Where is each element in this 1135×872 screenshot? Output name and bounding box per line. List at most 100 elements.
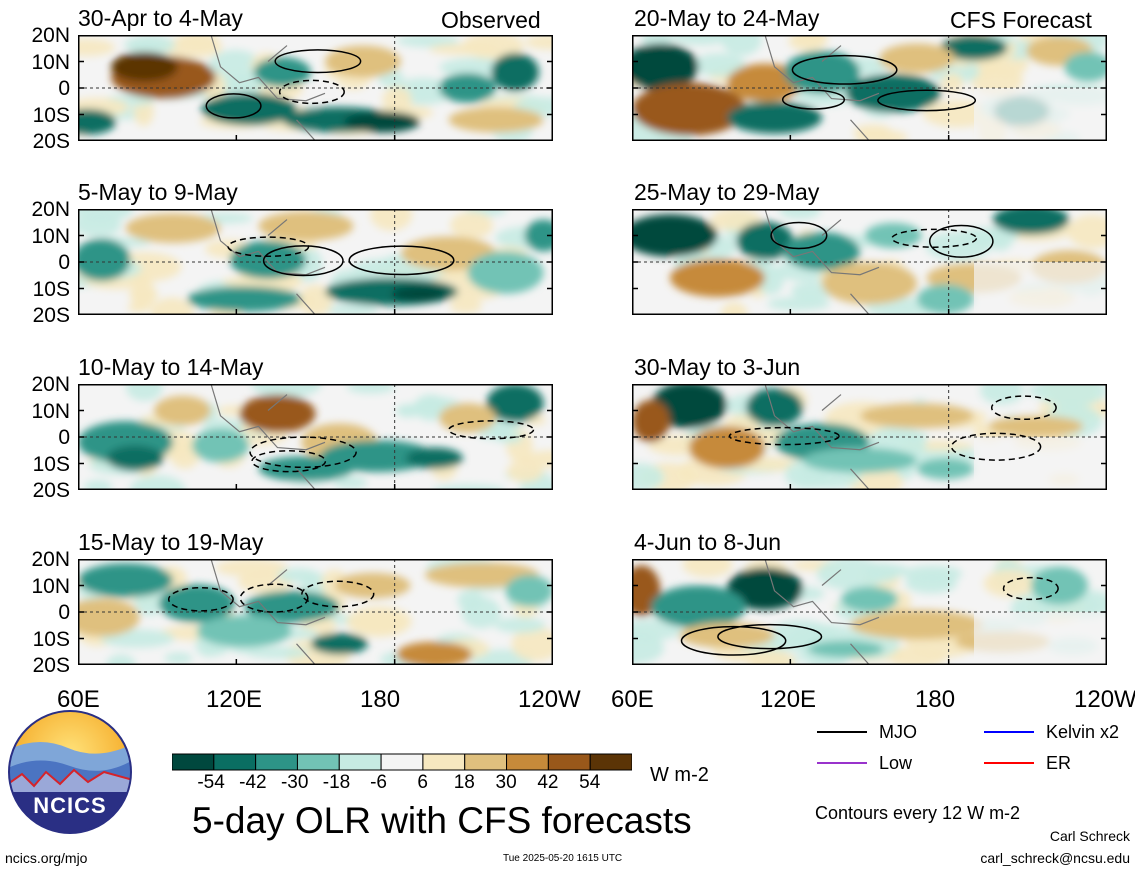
x-tick-180-left: 180 [360, 686, 401, 713]
mjo-contour [227, 236, 310, 258]
y-tick-label: 20S [32, 654, 70, 677]
olr-anomaly-patch [632, 82, 746, 136]
mjo-contour [167, 586, 234, 612]
colorbar-segment [213, 753, 257, 771]
forecast-mask [974, 612, 1107, 665]
olr-anomaly-patch [150, 297, 194, 315]
olr-anomaly-patch [1035, 384, 1107, 407]
mjo-contour [680, 625, 787, 656]
olr-anomaly-patch [841, 586, 898, 612]
olr-anomaly-patch [632, 214, 718, 257]
olr-anomaly-patch [651, 585, 746, 628]
x-tick-120w-left: 120W [518, 686, 581, 713]
olr-anomaly-patch [879, 43, 955, 74]
olr-map-panel [632, 559, 1107, 665]
olr-anomaly-patch [491, 53, 539, 92]
olr-anomaly-patch [192, 428, 249, 463]
y-tick-label: 10S [32, 103, 70, 127]
mjo-contour [262, 245, 344, 277]
forecast-mask [974, 88, 1107, 141]
olr-anomaly-patch [853, 124, 892, 139]
mjo-contour [348, 245, 455, 276]
panel-title: 5-May to 9-May [78, 179, 238, 205]
mjo-contour [717, 623, 823, 650]
y-tick-label: 10N [31, 574, 70, 598]
x-tick-60e-right: 60E [611, 686, 654, 713]
olr-anomaly-patch [78, 109, 116, 135]
y-tick-label: 10S [32, 452, 70, 476]
panel-title: 25-May to 29-May [634, 179, 820, 205]
y-tick-label: 10S [32, 627, 70, 651]
colorbar-segment [380, 753, 424, 771]
mjo-contour [1002, 576, 1059, 601]
y-tick-label: 0 [58, 601, 70, 624]
olr-anomaly-patch [807, 640, 884, 658]
source-url: ncics.org/mjo [5, 850, 88, 866]
y-tick-label: 20N [31, 24, 70, 47]
colorbar-segment [338, 753, 382, 771]
mjo-contour [990, 395, 1057, 421]
olr-anomaly-patch [860, 403, 974, 429]
panel-title: 15-May to 19-May [78, 529, 264, 555]
olr-anomaly-patch [784, 232, 860, 271]
mjo-contour [205, 93, 262, 119]
mjo-contour [770, 221, 828, 250]
olr-anomaly-patch [448, 107, 544, 133]
panel-title: 30-May to 3-Jun [634, 354, 801, 380]
olr-anomaly-patch [524, 219, 553, 252]
olr-anomaly-patch [125, 213, 221, 243]
units-label: W m-2 [650, 764, 709, 786]
olr-anomaly-patch [370, 209, 413, 231]
contour-note: Contours every 12 W m-2 [815, 803, 1021, 823]
olr-anomaly-patch [253, 57, 311, 87]
olr-anomaly-patch [78, 598, 140, 637]
olr-anomaly-patch [461, 596, 501, 629]
olr-anomaly-patch [822, 262, 917, 305]
mjo-contour [301, 580, 375, 608]
legend-kelvin: Kelvin x2 [1046, 722, 1120, 742]
olr-anomaly-patch [450, 211, 493, 239]
olr-anomaly-patch [525, 35, 553, 50]
olr-anomaly-patch [803, 447, 917, 473]
colorbar-segment [296, 753, 340, 771]
olr-anomaly-patch [710, 209, 761, 231]
olr-anomaly-patch [333, 476, 368, 489]
olr-anomaly-patch [467, 251, 544, 294]
olr-anomaly-patch [439, 73, 496, 103]
y-tick-label: 20S [32, 304, 70, 327]
author: Carl Schreck [1049, 828, 1130, 844]
olr-anomaly-patch [245, 646, 309, 659]
y-tick-label: 20N [31, 373, 70, 396]
olr-anomaly-patch [816, 559, 885, 591]
colorbar-tick-label: -54 [197, 772, 225, 793]
olr-anomaly-patch [850, 609, 984, 640]
colorbar-tick-label: 30 [495, 772, 517, 793]
olr-anomaly-patch [125, 35, 176, 55]
colorbar-tick-label: 54 [579, 772, 601, 793]
olr-anomaly-patch [865, 562, 900, 583]
y-tick-label: 10N [31, 399, 70, 423]
logo-text: NCICS [33, 793, 106, 818]
colorbar [172, 753, 632, 771]
olr-anomaly-patch [682, 559, 733, 578]
timestamp: Tue 2025-05-20 1615 UTC [503, 853, 623, 864]
olr-anomaly-patch [164, 652, 193, 664]
olr-anomaly-patch [940, 35, 1008, 61]
olr-anomaly-patch [258, 211, 354, 241]
olr-anomaly-patch [917, 284, 974, 314]
colorbar-tick-label: -18 [322, 772, 351, 793]
olr-anomaly-patch [78, 209, 134, 222]
olr-anomaly-patch [632, 463, 664, 490]
coastline [210, 35, 326, 141]
y-tick-label: 0 [58, 77, 70, 100]
colorbar-segment [589, 753, 632, 771]
olr-anomaly-patch [439, 403, 496, 433]
ncics-logo: NCICS [8, 710, 132, 834]
olr-anomaly-patch [325, 304, 379, 315]
olr-anomaly-patch [505, 574, 553, 607]
olr-anomaly-patch [154, 395, 211, 426]
coastline [210, 559, 326, 665]
olr-anomaly-patch [78, 238, 131, 282]
olr-anomaly-patch [721, 35, 762, 56]
